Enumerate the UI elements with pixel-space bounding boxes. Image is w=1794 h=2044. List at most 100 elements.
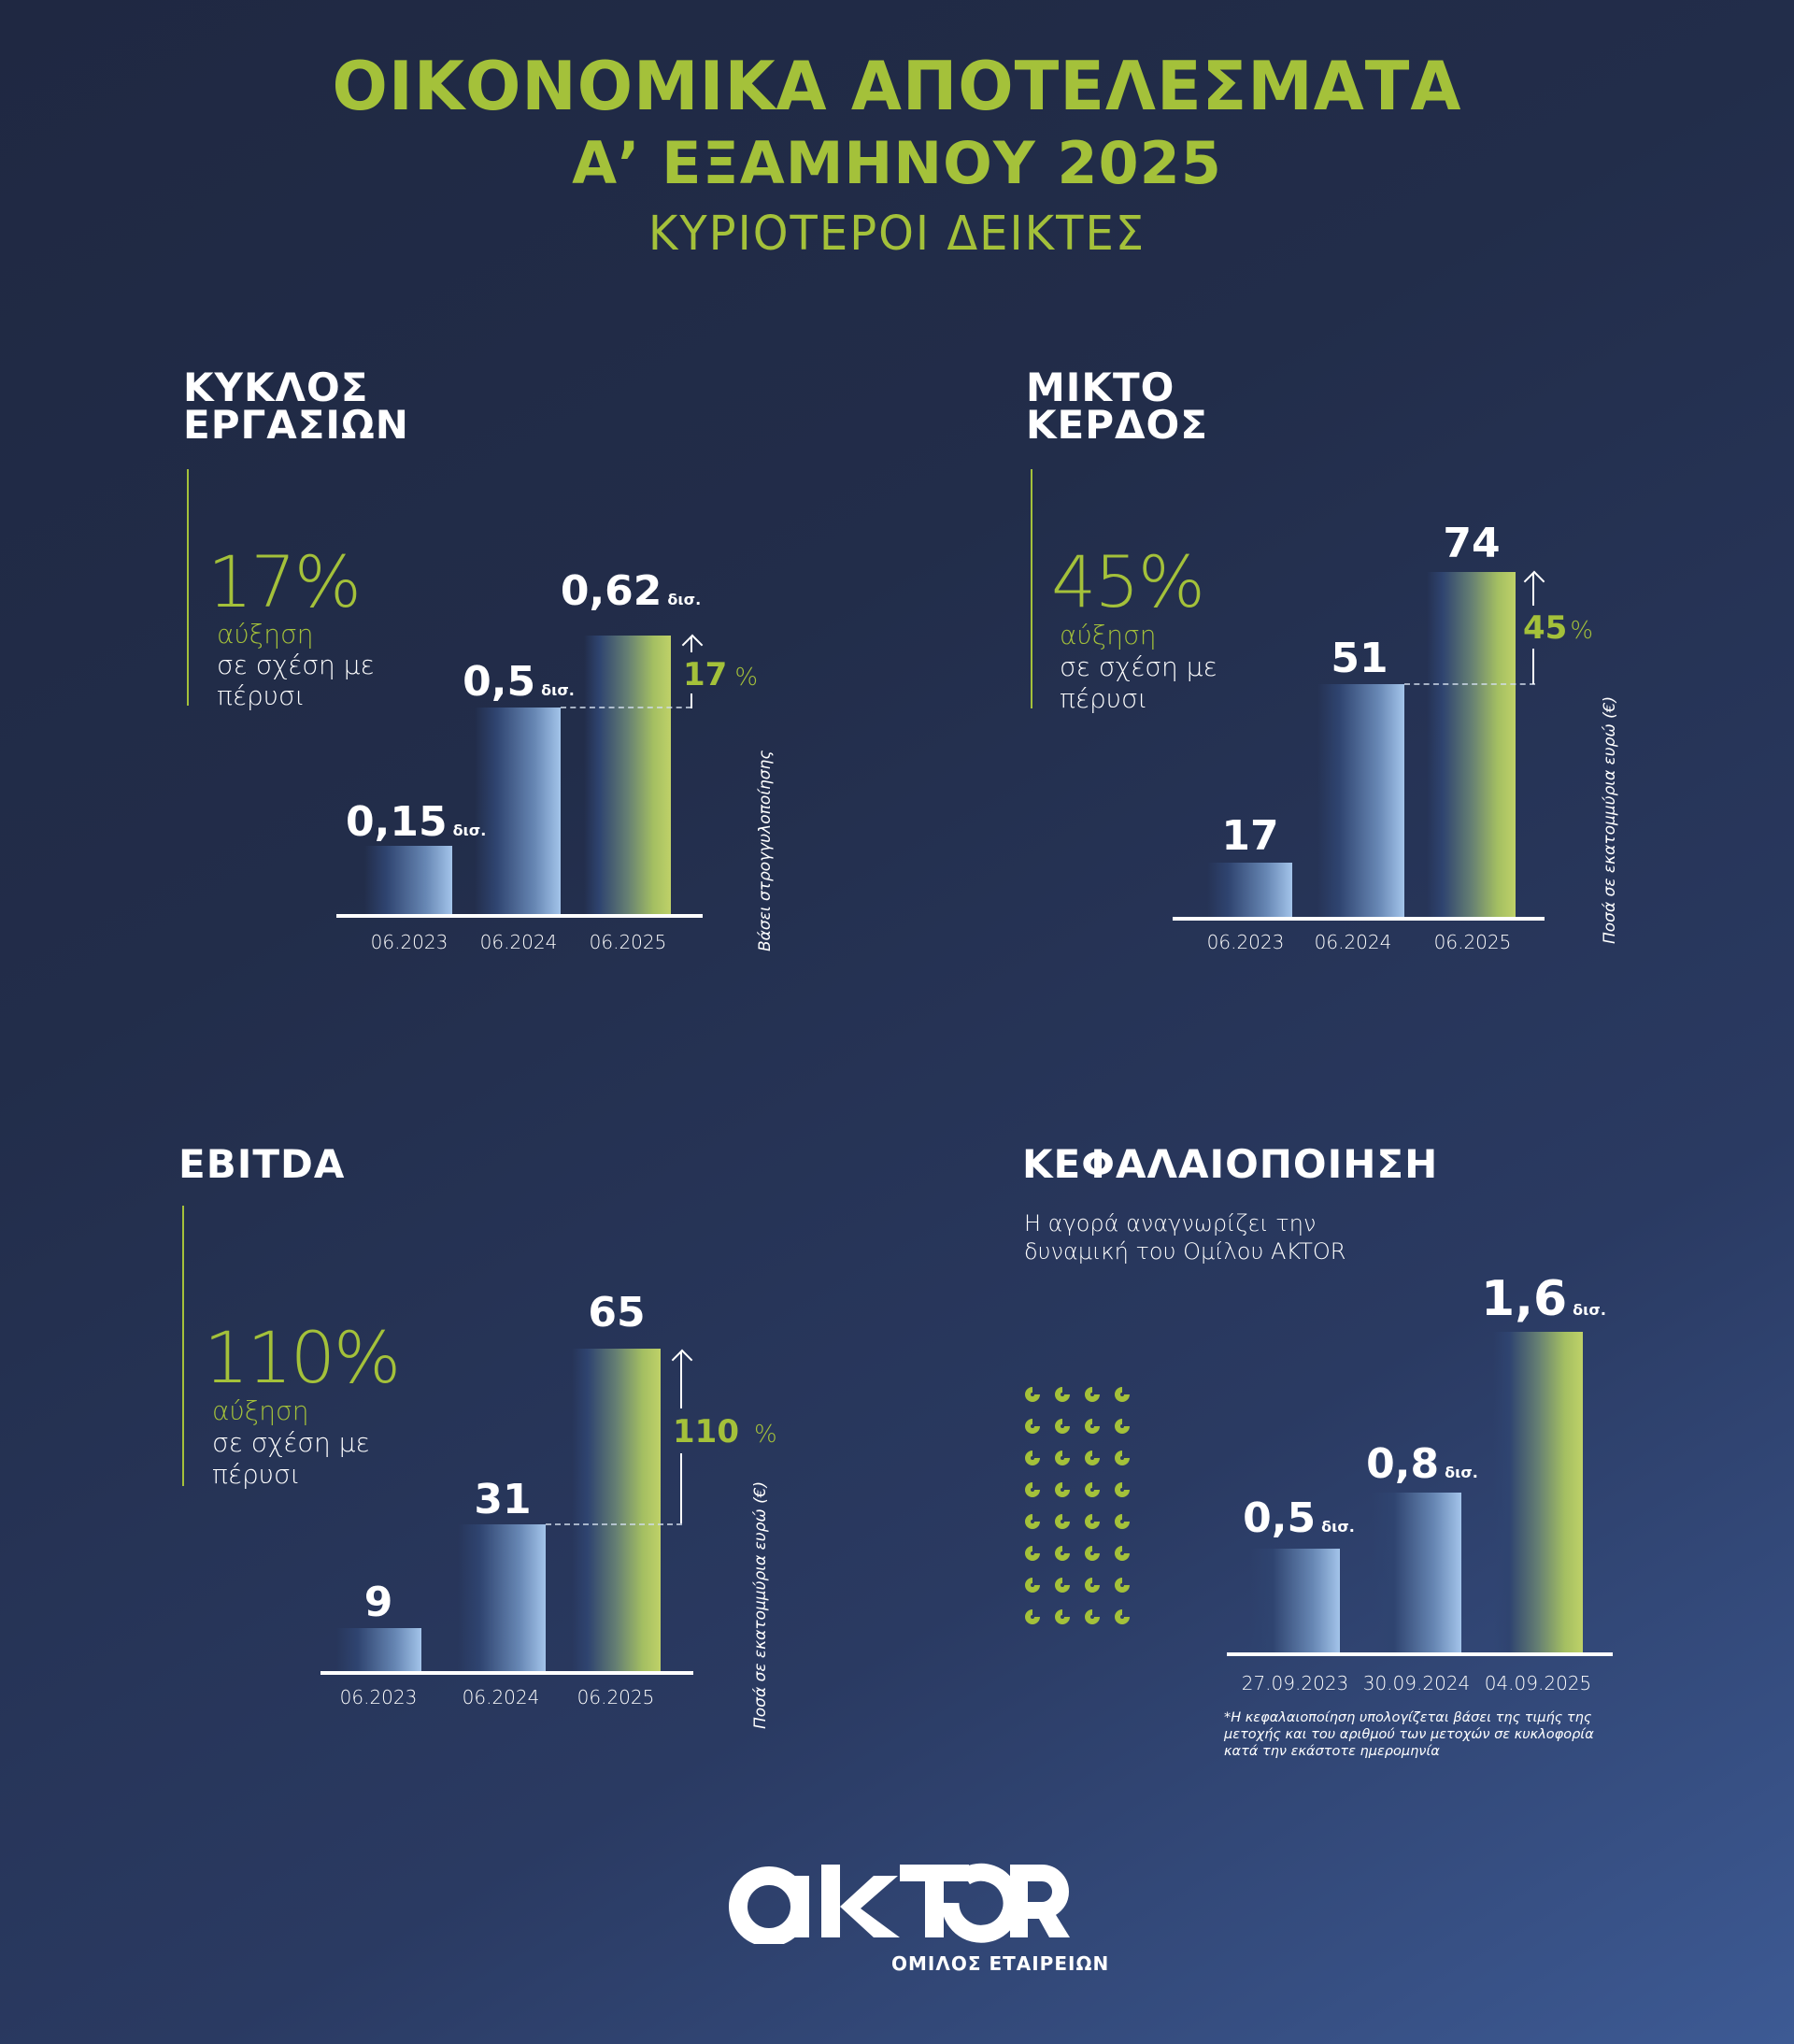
ring-dot-icon <box>1081 1383 1103 1406</box>
arrow-shaft <box>1532 649 1534 684</box>
footnote-line: *Η κεφαλαιοποίηση υπολογίζεται βάσει της… <box>1224 1710 1592 1725</box>
ring-dot-icon <box>1081 1606 1103 1628</box>
x-tick-label: 06.2023 <box>370 931 448 953</box>
x-tick-label: 27.09.2023 <box>1241 1672 1349 1694</box>
growth-word: αύξηση <box>212 1395 309 1426</box>
x-tick-label: 06.2024 <box>479 931 558 953</box>
bar-value: 74 <box>1443 520 1501 567</box>
reference-dashed-line <box>561 707 691 708</box>
reference-dashed-line <box>546 1523 682 1525</box>
ring-dot-icon <box>1051 1574 1074 1596</box>
growth-desc: σε σχέση με <box>217 650 375 680</box>
bar-04-09-2025 <box>1493 1332 1583 1653</box>
bar-value: 0,62 δισ. <box>560 567 702 615</box>
ring-dot-icon <box>1021 1415 1044 1437</box>
bar-value: 51 <box>1331 635 1388 682</box>
ring-dot-icon <box>1111 1447 1133 1469</box>
arrow-shaft <box>691 637 692 652</box>
footnote-line: μετοχής και του αριθμού των μετοχών σε κ… <box>1224 1727 1594 1742</box>
ring-dot-icon <box>1021 1542 1044 1565</box>
bar-value: 0,8 δισ. <box>1366 1440 1478 1488</box>
delta-percentage: 45% <box>1523 609 1594 647</box>
ring-dot-icon <box>1081 1574 1103 1596</box>
panel-heading: ΚΕΦΑΛΑΙΟΠΟΙΗΣΗ <box>1022 1141 1439 1187</box>
x-axis <box>320 1671 693 1675</box>
ring-dot-icon <box>1051 1479 1074 1501</box>
aktor-wordmark-icon <box>729 1863 1070 1947</box>
ring-dot-icon <box>1111 1574 1133 1596</box>
ring-dot-icon <box>1111 1510 1133 1533</box>
bar-27-09-2023 <box>1250 1549 1340 1653</box>
x-tick-label: 06.2025 <box>577 1686 655 1708</box>
growth-percentage: 110% <box>204 1316 401 1399</box>
growth-desc: πέρυσι <box>217 680 306 711</box>
bar-06-2023 <box>364 846 452 916</box>
accent-divider <box>1031 469 1032 708</box>
ring-dot-icon <box>1111 1415 1133 1437</box>
bar-value: 65 <box>588 1289 646 1336</box>
ring-dot-grid-icon <box>1021 1383 1133 1628</box>
bar-value: 0,15 δισ. <box>346 798 487 846</box>
bar-value: 0,5 δισ. <box>463 658 575 706</box>
growth-desc: πέρυσι <box>1060 683 1148 714</box>
panel-subtitle: Η αγορά αναγνωρίζει την δυναμική του Ομί… <box>1024 1209 1346 1265</box>
accent-divider <box>182 1206 184 1486</box>
ring-dot-icon <box>1021 1606 1044 1628</box>
ring-dot-icon <box>1081 1415 1103 1437</box>
reference-dashed-line <box>1404 683 1535 685</box>
page-title-period: Α’ ΕΞΑΜΗΝΟΥ 2025 <box>572 129 1222 197</box>
aktor-logo <box>724 1860 1070 1947</box>
arrow-shaft <box>680 1453 682 1523</box>
bar-06-2025 <box>572 1349 661 1672</box>
arrow-up-icon <box>681 634 704 656</box>
x-tick-label: 06.2024 <box>462 1686 540 1708</box>
footnote-line: κατά την εκάστοτε ημερομηνία <box>1224 1744 1440 1759</box>
panel-heading: ΜΙΚΤΟ ΚΕΡΔΟΣ <box>1026 368 1208 448</box>
ring-dot-icon <box>1051 1447 1074 1469</box>
arrow-shaft <box>691 693 692 708</box>
page-title: ΟΙΚΟΝΟΜΙΚΑ ΑΠΟΤΕΛΕΣΜΑΤΑ <box>332 47 1462 125</box>
ring-dot-icon <box>1021 1447 1044 1469</box>
arrow-up-icon <box>1523 570 1545 593</box>
ring-dot-icon <box>1081 1510 1103 1533</box>
x-tick-label: 30.09.2024 <box>1362 1672 1471 1694</box>
ring-dot-icon <box>1081 1479 1103 1501</box>
delta-percentage: 110% <box>673 1413 777 1451</box>
accent-divider <box>187 469 189 706</box>
ring-dot-icon <box>1021 1479 1044 1501</box>
footnote: *Η κεφαλαιοποίηση υπολογίζεται βάσει της… <box>1224 1709 1594 1760</box>
growth-desc: πέρυσι <box>212 1459 301 1490</box>
ring-dot-icon <box>1021 1383 1044 1406</box>
growth-percentage: 45% <box>1051 540 1205 623</box>
ring-dot-icon <box>1081 1542 1103 1565</box>
x-tick-label: 04.09.2025 <box>1484 1672 1592 1694</box>
panel-heading: EBITDA <box>178 1141 346 1187</box>
growth-word: αύξηση <box>1060 620 1157 650</box>
ring-dot-icon <box>1021 1510 1044 1533</box>
heading-line: ΕΡΓΑΣΙΩΝ <box>183 402 409 448</box>
bar-06-2023 <box>336 1628 421 1672</box>
arrow-shaft <box>1532 574 1534 606</box>
bar-06-2023 <box>1207 863 1292 919</box>
ring-dot-icon <box>1081 1447 1103 1469</box>
page-subtitle: ΚΥΡΙΟΤΕΡΟΙ ΔΕΙΚΤΕΣ <box>648 206 1146 262</box>
arrow-shaft <box>680 1352 682 1408</box>
bar-06-2025 <box>584 636 671 916</box>
ring-dot-icon <box>1111 1606 1133 1628</box>
heading-line: ΚΕΡΔΟΣ <box>1026 402 1208 448</box>
x-axis <box>1227 1652 1613 1656</box>
ring-dot-icon <box>1021 1574 1044 1596</box>
bar-30-09-2024 <box>1372 1493 1461 1653</box>
ring-dot-icon <box>1051 1383 1074 1406</box>
x-axis <box>336 914 703 918</box>
subtitle-line: δυναμική του Ομίλου AKTOR <box>1024 1238 1346 1265</box>
ring-dot-icon <box>1051 1415 1074 1437</box>
x-tick-label: 06.2023 <box>339 1686 418 1708</box>
delta-percentage: 17% <box>683 656 759 693</box>
bar-value: 1,6 δισ. <box>1481 1271 1606 1327</box>
ring-dot-icon <box>1051 1510 1074 1533</box>
rounding-note: Βάσει στρογγυλοποίησης <box>756 750 775 951</box>
units-note: Ποσά σε εκατομμύρια ευρώ (€) <box>751 1480 770 1729</box>
bar-value: 0,5 δισ. <box>1243 1494 1355 1542</box>
bar-06-2025 <box>1427 572 1516 919</box>
